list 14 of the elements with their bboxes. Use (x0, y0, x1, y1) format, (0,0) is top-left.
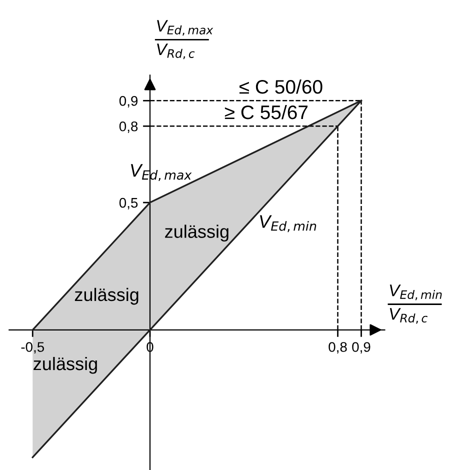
y-tick-label: 0,9 (119, 96, 138, 108)
y-tick-label: 0,8 (119, 121, 138, 133)
x-tick-label: 0,8 (328, 342, 347, 354)
x-tick-label: -0,5 (21, 342, 44, 354)
annotation: zulässig (74, 288, 138, 305)
ref-line-label: ≤ C 50/60 (239, 79, 322, 94)
y-tick-label: 0,5 (119, 198, 138, 210)
ref-line-label: ≥ C 55/67 (224, 104, 308, 120)
annotation: zulässig (165, 224, 228, 242)
annotation: zulässig (34, 356, 97, 374)
x-axis-title: V$_{Ed,min}$ V$_{Rd,c}$ (390, 284, 442, 324)
series-label: V$_{Ed,min}$ (260, 215, 316, 232)
x-tick-label: 0,9 (352, 342, 370, 354)
y-axis-title: V$_{Ed,max}$ V$_{Rd,c}$ (157, 20, 214, 60)
